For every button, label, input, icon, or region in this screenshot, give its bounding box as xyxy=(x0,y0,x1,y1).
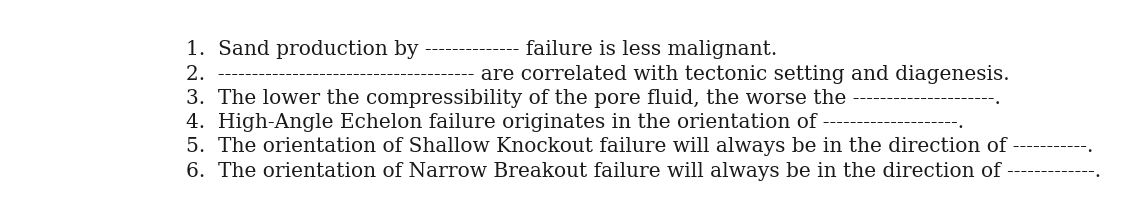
Text: 5.  The orientation of Shallow Knockout failure will always be in the direction : 5. The orientation of Shallow Knockout f… xyxy=(185,137,1093,156)
Text: 6.  The orientation of Narrow Breakout failure will always be in the direction o: 6. The orientation of Narrow Breakout fa… xyxy=(185,161,1101,181)
Text: 2.  -------------------------------------- are correlated with tectonic setting : 2. -------------------------------------… xyxy=(185,64,1009,84)
Text: 3.  The lower the compressibility of the pore fluid, the worse the -------------: 3. The lower the compressibility of the … xyxy=(185,89,1001,108)
Text: 4.  High-Angle Echelon failure originates in the orientation of ----------------: 4. High-Angle Echelon failure originates… xyxy=(185,113,963,132)
Text: 1.  Sand production by -------------- failure is less malignant.: 1. Sand production by -------------- fai… xyxy=(185,40,777,59)
